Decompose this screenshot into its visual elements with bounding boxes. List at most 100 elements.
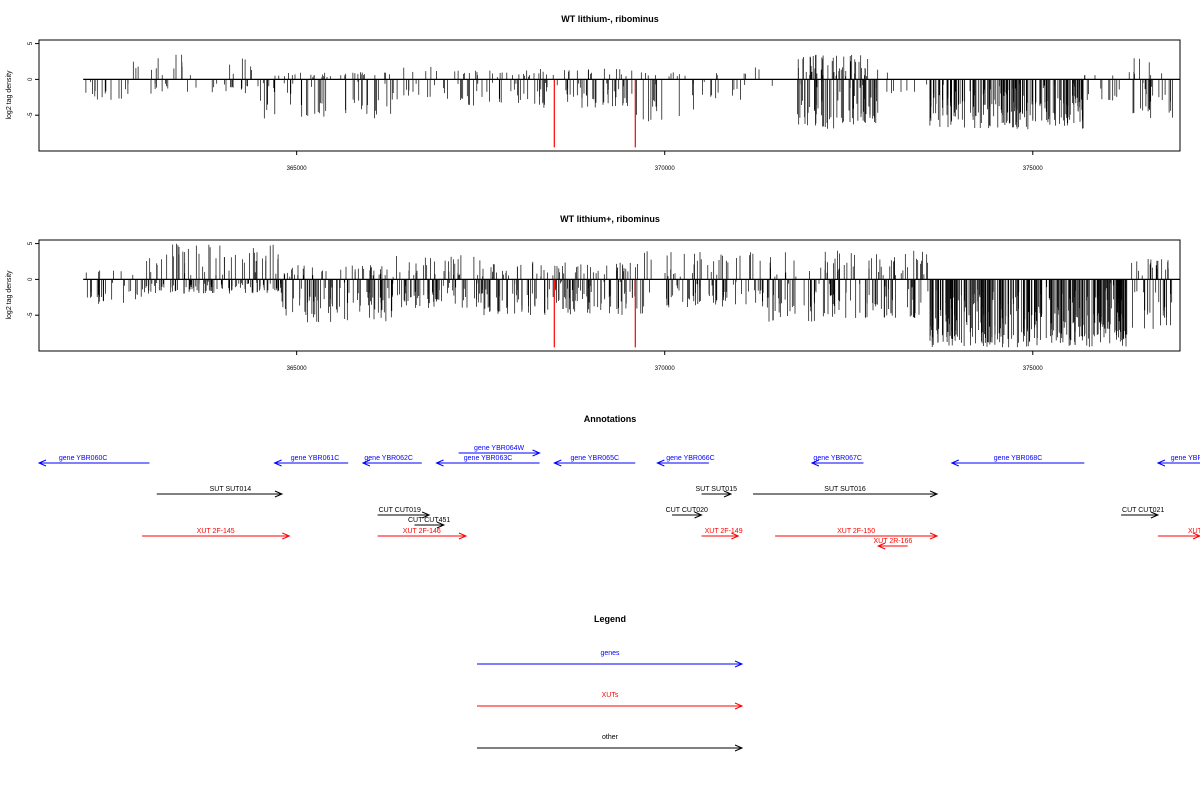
annotation-arrowhead: [950, 459, 959, 467]
panel-lithium-minus: WT lithium-, ribominus log2 tag density …: [6, 14, 1181, 172]
legend-arrowhead: [734, 744, 744, 752]
legend-items: genes XUTs other: [477, 650, 744, 752]
annotation-arrowhead: [723, 490, 733, 498]
annotation-arrowhead: [929, 532, 939, 540]
annotation-label: XUT 2F-146: [403, 528, 441, 535]
panel1-bars: [83, 54, 1180, 148]
annotation-label: CUT CUT451: [408, 517, 450, 524]
annotation-feature: gene YBR069C: [1156, 455, 1200, 467]
annotation-feature: CUT CUT019: [377, 507, 431, 519]
panel2-ticks: 5 0 -5 365000 370000 375000: [28, 241, 1043, 372]
legend-label: other: [602, 734, 619, 741]
annotation-arrowhead: [273, 459, 282, 467]
annotation-arrowhead: [421, 511, 431, 519]
x-tick-label: 375000: [1023, 166, 1044, 172]
annotation-feature: gene YBR068C: [950, 455, 1085, 467]
annotation-label: SUT SUT014: [210, 486, 252, 493]
annotation-label: gene YBR063C: [464, 455, 513, 462]
panel2-frame: [38, 239, 1181, 352]
legend-item-gene: genes: [477, 650, 744, 668]
annotation-feature: gene YBR062C: [361, 455, 422, 467]
annotation-feature: SUT SUT014: [156, 486, 284, 498]
annotation-arrowhead: [1150, 511, 1160, 519]
annotation-arrowhead: [361, 459, 371, 467]
annotation-feature: gene YBR060C: [37, 455, 150, 467]
y-tick-label: 5: [28, 41, 34, 45]
panel2-ylabel: log2 tag density: [6, 270, 13, 320]
legend-panel: Legend genes XUTs other: [477, 614, 744, 752]
annotation-arrowhead: [458, 532, 468, 540]
annotation-label: CUT CUT019: [379, 507, 421, 514]
annotation-label: CUT CUT021: [1122, 507, 1164, 514]
panel1-ticks: 5 0 -5 365000 370000 375000: [28, 41, 1043, 172]
annotation-arrowhead: [876, 542, 886, 550]
x-tick-label: 375000: [1023, 366, 1044, 372]
annotation-arrowhead: [1156, 459, 1166, 467]
annotation-arrowhead: [810, 459, 820, 467]
legend-title: Legend: [594, 614, 626, 624]
annotation-feature: XUT 2F-145: [142, 528, 291, 540]
annotation-feature: CUT CUT451: [408, 517, 450, 529]
annotation-label: CUT CUT020: [666, 507, 708, 514]
legend-label: XUTs: [602, 692, 619, 699]
annotation-arrowhead: [1192, 532, 1200, 540]
annotation-label: XUT: [1188, 528, 1200, 535]
annotation-arrowhead: [274, 490, 284, 498]
legend-item-other: other: [477, 734, 744, 752]
x-tick-label: 365000: [287, 366, 308, 372]
annotation-label: XUT 2F-149: [705, 528, 743, 535]
annotation-arrowhead: [435, 459, 444, 467]
annotation-feature: gene YBR065C: [553, 455, 636, 467]
annotation-arrowhead: [532, 449, 541, 457]
annotation-label: gene YBR066C: [666, 455, 715, 462]
legend-arrowhead: [734, 702, 744, 710]
y-tick-label: -5: [28, 312, 34, 318]
annotation-label: gene YBR064W: [474, 445, 524, 452]
annotation-feature: XUT 2R-166: [874, 538, 913, 550]
panel1-title: WT lithium-, ribominus: [561, 14, 659, 24]
annotation-arrowhead: [656, 459, 665, 467]
annotation-feature: CUT CUT020: [666, 507, 708, 519]
annotation-feature: XUT 2F-146: [377, 528, 468, 540]
annotation-arrowhead: [731, 532, 740, 540]
annotation-feature: gene YBR064W: [458, 445, 541, 457]
x-tick-label: 370000: [655, 366, 676, 372]
panel1-ylabel: log2 tag density: [6, 70, 13, 120]
annotation-arrowhead: [436, 521, 446, 529]
annotation-feature: CUT CUT021: [1121, 507, 1164, 519]
annotation-features: gene YBR060C gene YBR061C gene YBR062C gene…: [37, 445, 1200, 550]
annotation-feature: SUT SUT015: [695, 486, 737, 498]
annotations-panel: Annotations gene YBR060C gene YBR061C gene…: [37, 414, 1200, 550]
y-tick-label: 0: [28, 277, 34, 281]
annotation-label: gene YBR069C: [1171, 455, 1200, 462]
annotation-label: XUT 2F-145: [197, 528, 235, 535]
annotation-label: gene YBR060C: [59, 455, 108, 462]
annotation-arrowhead: [282, 532, 291, 540]
annotation-label: XUT 2R-166: [874, 538, 913, 545]
annotation-feature: gene YBR063C: [435, 455, 540, 467]
annotation-feature: XUT 2F-149: [701, 528, 743, 540]
annotation-feature: gene YBR061C: [273, 455, 349, 467]
annotation-feature: gene YBR067C: [810, 455, 864, 467]
annotation-label: SUT SUT015: [695, 486, 737, 493]
annotation-label: XUT 2F-150: [837, 528, 875, 535]
y-tick-label: 5: [28, 241, 34, 245]
annotation-feature: SUT SUT016: [753, 486, 939, 498]
annotation-arrowhead: [694, 511, 703, 519]
legend-item-xut: XUTs: [477, 692, 744, 710]
annotation-arrowhead: [37, 459, 47, 467]
annotation-feature: XUT: [1157, 528, 1200, 540]
y-tick-label: 0: [28, 77, 34, 81]
panel2-title: WT lithium+, ribominus: [560, 214, 660, 224]
annotation-label: gene YBR067C: [813, 455, 862, 462]
panel-lithium-plus: WT lithium+, ribominus log2 tag density …: [6, 214, 1181, 372]
annotation-feature: gene YBR066C: [656, 455, 715, 467]
legend-arrowhead: [734, 660, 744, 668]
annotation-feature: XUT 2F-150: [775, 528, 939, 540]
panel1-frame: [38, 39, 1181, 152]
annotation-arrowhead: [553, 459, 562, 467]
annotation-label: gene YBR068C: [994, 455, 1043, 462]
annotation-label: gene YBR062C: [364, 455, 413, 462]
x-tick-label: 370000: [655, 166, 676, 172]
